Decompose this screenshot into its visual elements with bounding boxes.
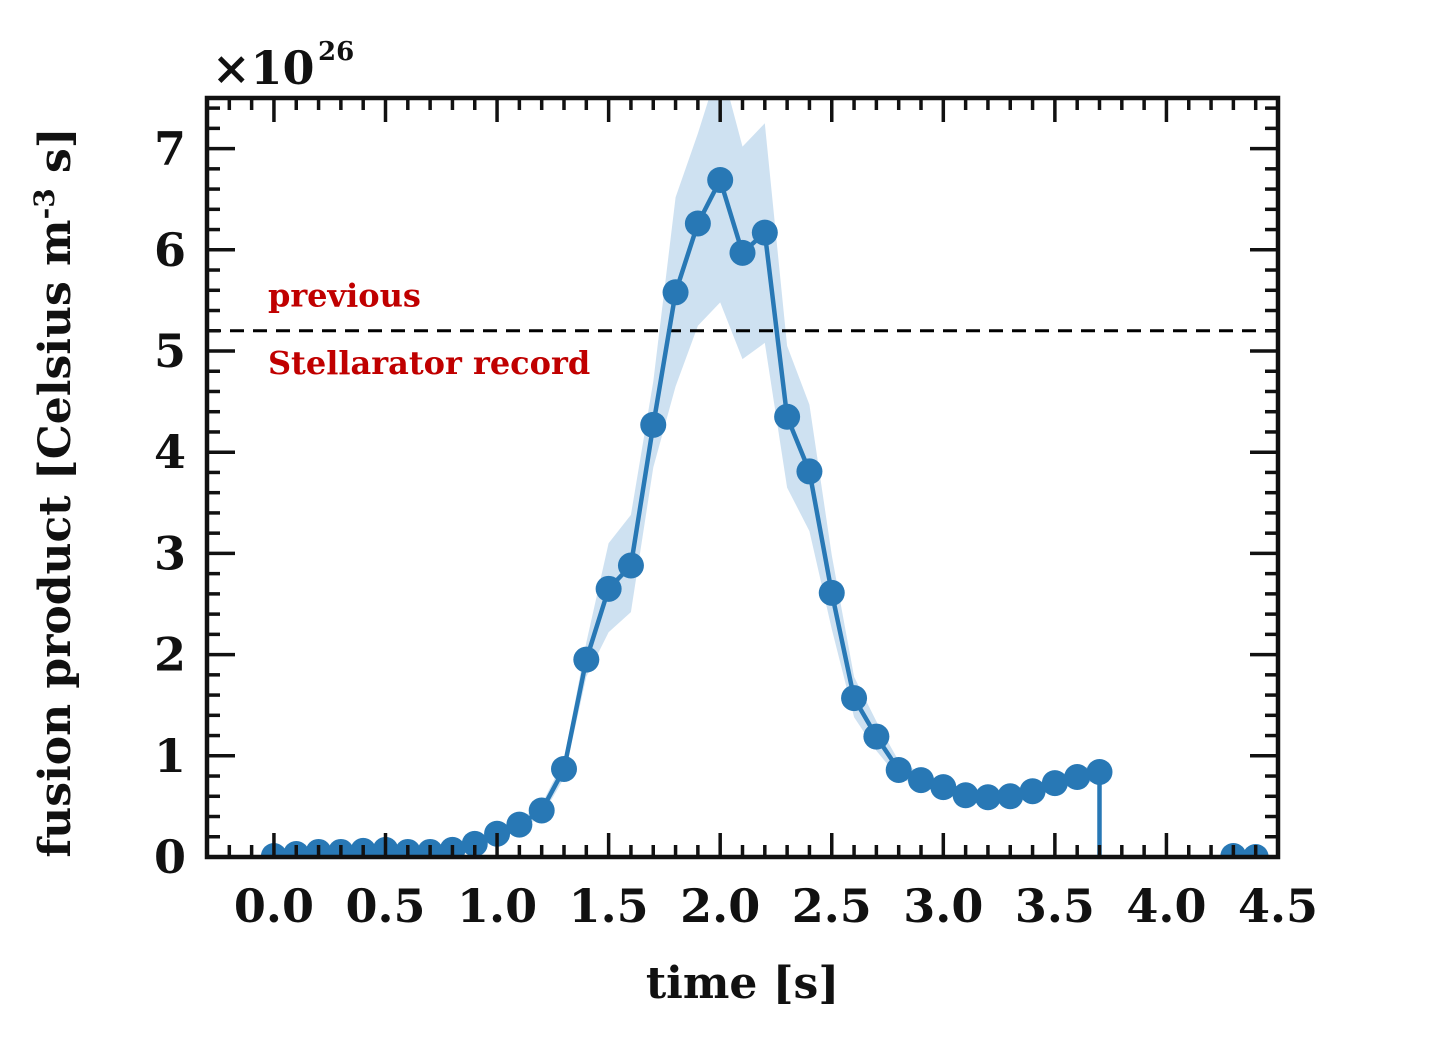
y-tick-label: 4 — [154, 425, 186, 479]
data-point — [506, 811, 533, 838]
data-point — [684, 210, 711, 237]
data-point — [774, 403, 801, 430]
annotation-text: previous — [268, 276, 421, 314]
data-point — [1019, 778, 1046, 805]
data-point — [1064, 764, 1091, 791]
x-axis-title: time [s] — [646, 958, 839, 1009]
data-point — [930, 774, 957, 801]
y-tick-label: 1 — [154, 729, 186, 783]
data-point — [863, 723, 890, 750]
axis-multiplier-exponent: 26 — [318, 37, 354, 67]
x-tick-label: 3.0 — [903, 879, 983, 933]
data-point — [908, 767, 934, 794]
y-tick-label: 3 — [154, 526, 186, 580]
data-point — [617, 552, 644, 579]
axis-multiplier: ×10 — [212, 41, 315, 95]
data-point — [952, 782, 979, 809]
data-point — [841, 685, 868, 712]
data-point — [818, 579, 845, 606]
plot-area — [207, 98, 1278, 857]
data-point — [796, 458, 823, 485]
data-point — [997, 783, 1024, 810]
data-point — [461, 830, 488, 857]
y-tick-label: 2 — [154, 628, 186, 682]
x-tick-label: 4.0 — [1126, 879, 1206, 933]
y-tick-label: 5 — [154, 324, 186, 378]
data-point — [551, 755, 577, 782]
data-point — [662, 279, 689, 306]
data-point — [974, 784, 1001, 811]
x-tick-label: 2.0 — [680, 879, 760, 933]
data-point — [885, 756, 912, 783]
data-point — [1041, 770, 1068, 797]
x-tick-label: 0.5 — [345, 879, 425, 933]
data-point — [528, 797, 555, 824]
data-point — [573, 646, 600, 673]
data-point — [1086, 758, 1113, 785]
uncertainty-band — [273, 98, 1100, 857]
data-point — [595, 575, 622, 602]
data-point — [640, 411, 667, 438]
data-point — [707, 166, 734, 193]
y-tick-label: 7 — [154, 122, 186, 176]
x-tick-label: 2.5 — [792, 879, 872, 933]
x-tick-label: 3.5 — [1015, 879, 1095, 933]
x-tick-label: 1.5 — [569, 879, 649, 933]
y-tick-label: 0 — [154, 830, 186, 884]
x-tick-label: 1.0 — [457, 879, 537, 933]
ticks — [207, 98, 1280, 859]
data-point — [751, 219, 778, 246]
annotation-text: Stellarator record — [268, 344, 590, 382]
data-point — [729, 239, 756, 266]
x-tick-label: 0.0 — [234, 879, 314, 933]
y-axis-title: fusion product [Celsius m-3 s] — [28, 127, 81, 857]
x-tick-label: 4.5 — [1238, 879, 1318, 933]
y-tick-label: 6 — [154, 223, 186, 277]
